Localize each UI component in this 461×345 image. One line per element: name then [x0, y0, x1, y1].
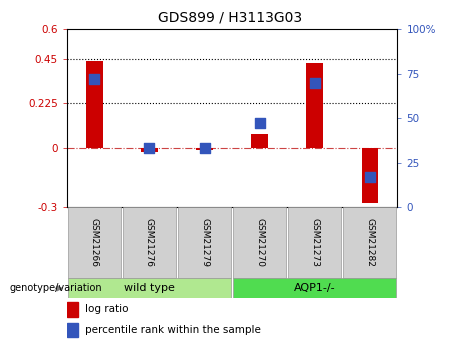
Text: log ratio: log ratio	[85, 305, 129, 314]
Text: genotype/variation: genotype/variation	[9, 283, 102, 293]
Bar	[86, 61, 103, 148]
Bar	[361, 148, 378, 203]
Bar	[196, 148, 213, 150]
Text: AQP1-/-: AQP1-/-	[294, 283, 336, 293]
Bar	[141, 148, 158, 152]
Point	[146, 146, 153, 151]
Bar	[233, 207, 286, 278]
Text: GDS899 / H3113G03: GDS899 / H3113G03	[159, 10, 302, 24]
Text: wild type: wild type	[124, 283, 175, 293]
Bar	[251, 134, 268, 148]
Bar	[307, 63, 323, 148]
Text: percentile rank within the sample: percentile rank within the sample	[85, 325, 261, 335]
Text: GSM21273: GSM21273	[310, 218, 319, 267]
Bar	[68, 278, 231, 298]
Text: GSM21276: GSM21276	[145, 218, 154, 267]
Bar	[233, 278, 396, 298]
Point	[91, 76, 98, 82]
Point	[366, 174, 373, 179]
Bar	[288, 207, 341, 278]
Bar	[67, 302, 78, 317]
Text: GSM21270: GSM21270	[255, 218, 264, 267]
Bar	[68, 207, 121, 278]
Bar	[67, 323, 78, 337]
Text: GSM21279: GSM21279	[200, 218, 209, 267]
Text: GSM21282: GSM21282	[365, 218, 374, 267]
Bar	[178, 207, 231, 278]
Point	[311, 80, 319, 85]
Point	[201, 146, 208, 151]
Bar	[123, 207, 176, 278]
Bar	[343, 207, 396, 278]
Point	[256, 121, 263, 126]
Text: GSM21266: GSM21266	[90, 218, 99, 267]
